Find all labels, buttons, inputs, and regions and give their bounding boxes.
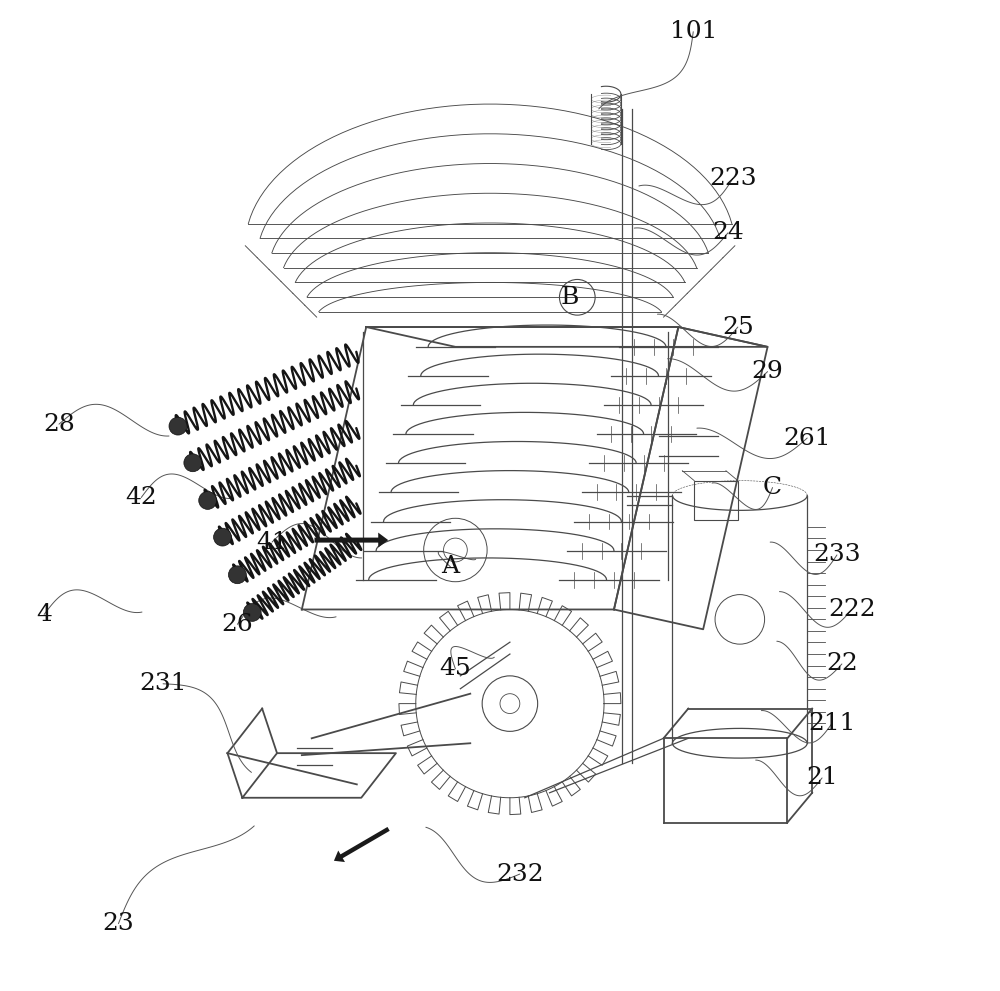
Circle shape [214,528,231,546]
Text: 4: 4 [36,603,52,626]
Circle shape [243,604,261,621]
Circle shape [500,694,520,714]
Text: 28: 28 [43,412,75,436]
Text: 231: 231 [139,672,187,696]
Text: 41: 41 [256,530,288,554]
Text: 25: 25 [722,315,754,339]
Text: 21: 21 [806,766,838,790]
Circle shape [228,566,246,584]
Text: 101: 101 [670,20,717,44]
Text: 222: 222 [828,598,876,621]
Text: 26: 26 [222,612,253,636]
Text: 211: 211 [808,712,856,735]
Text: A: A [441,555,460,579]
Circle shape [199,492,217,509]
Text: 261: 261 [783,426,831,450]
Text: 22: 22 [826,652,858,676]
Text: B: B [560,285,579,309]
Text: 233: 233 [813,543,861,567]
Text: C: C [763,476,782,499]
Text: 23: 23 [103,912,134,936]
Circle shape [184,454,202,472]
Text: 29: 29 [752,360,783,384]
Text: 24: 24 [712,221,744,245]
Text: 45: 45 [440,657,471,681]
Text: 223: 223 [709,166,757,190]
Bar [694,481,738,520]
Circle shape [169,417,187,435]
Text: 232: 232 [496,862,544,886]
Text: 42: 42 [125,486,157,509]
